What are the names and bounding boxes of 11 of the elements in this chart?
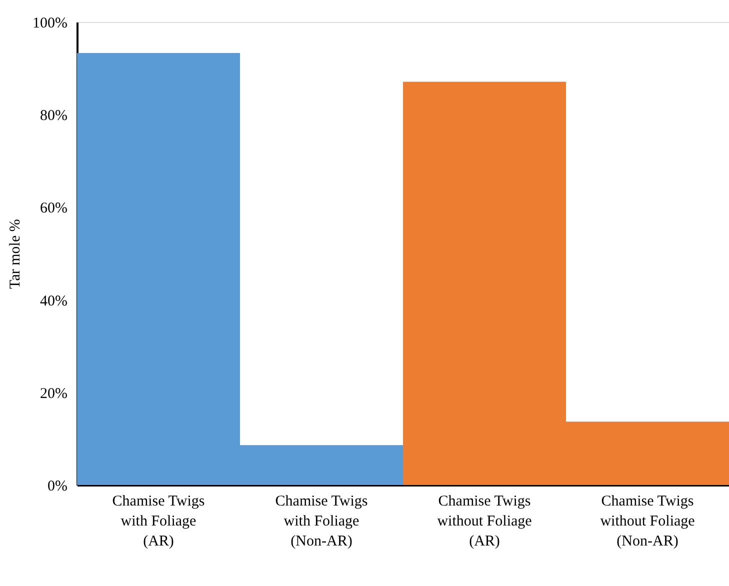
x-tick-label: Chamise Twigs without Foliage (AR) bbox=[437, 494, 532, 550]
y-tick-label: 0% bbox=[48, 478, 68, 494]
y-tick-label: 20% bbox=[40, 386, 68, 402]
x-tick-label: Chamise Twigs without Foliage (Non-AR) bbox=[600, 494, 696, 550]
y-tick-label: 60% bbox=[40, 200, 68, 217]
y-tick-label: 80% bbox=[40, 108, 68, 124]
x-tick-label: Chamise Twigs with Foliage (AR) bbox=[112, 494, 205, 550]
x-tick-label: Chamise Twigs with Foliage (Non-AR) bbox=[275, 494, 368, 550]
y-tick-label: 100% bbox=[32, 16, 68, 32]
y-axis-title: Tar mole % bbox=[8, 219, 24, 289]
y-tick-label: 40% bbox=[40, 293, 68, 310]
